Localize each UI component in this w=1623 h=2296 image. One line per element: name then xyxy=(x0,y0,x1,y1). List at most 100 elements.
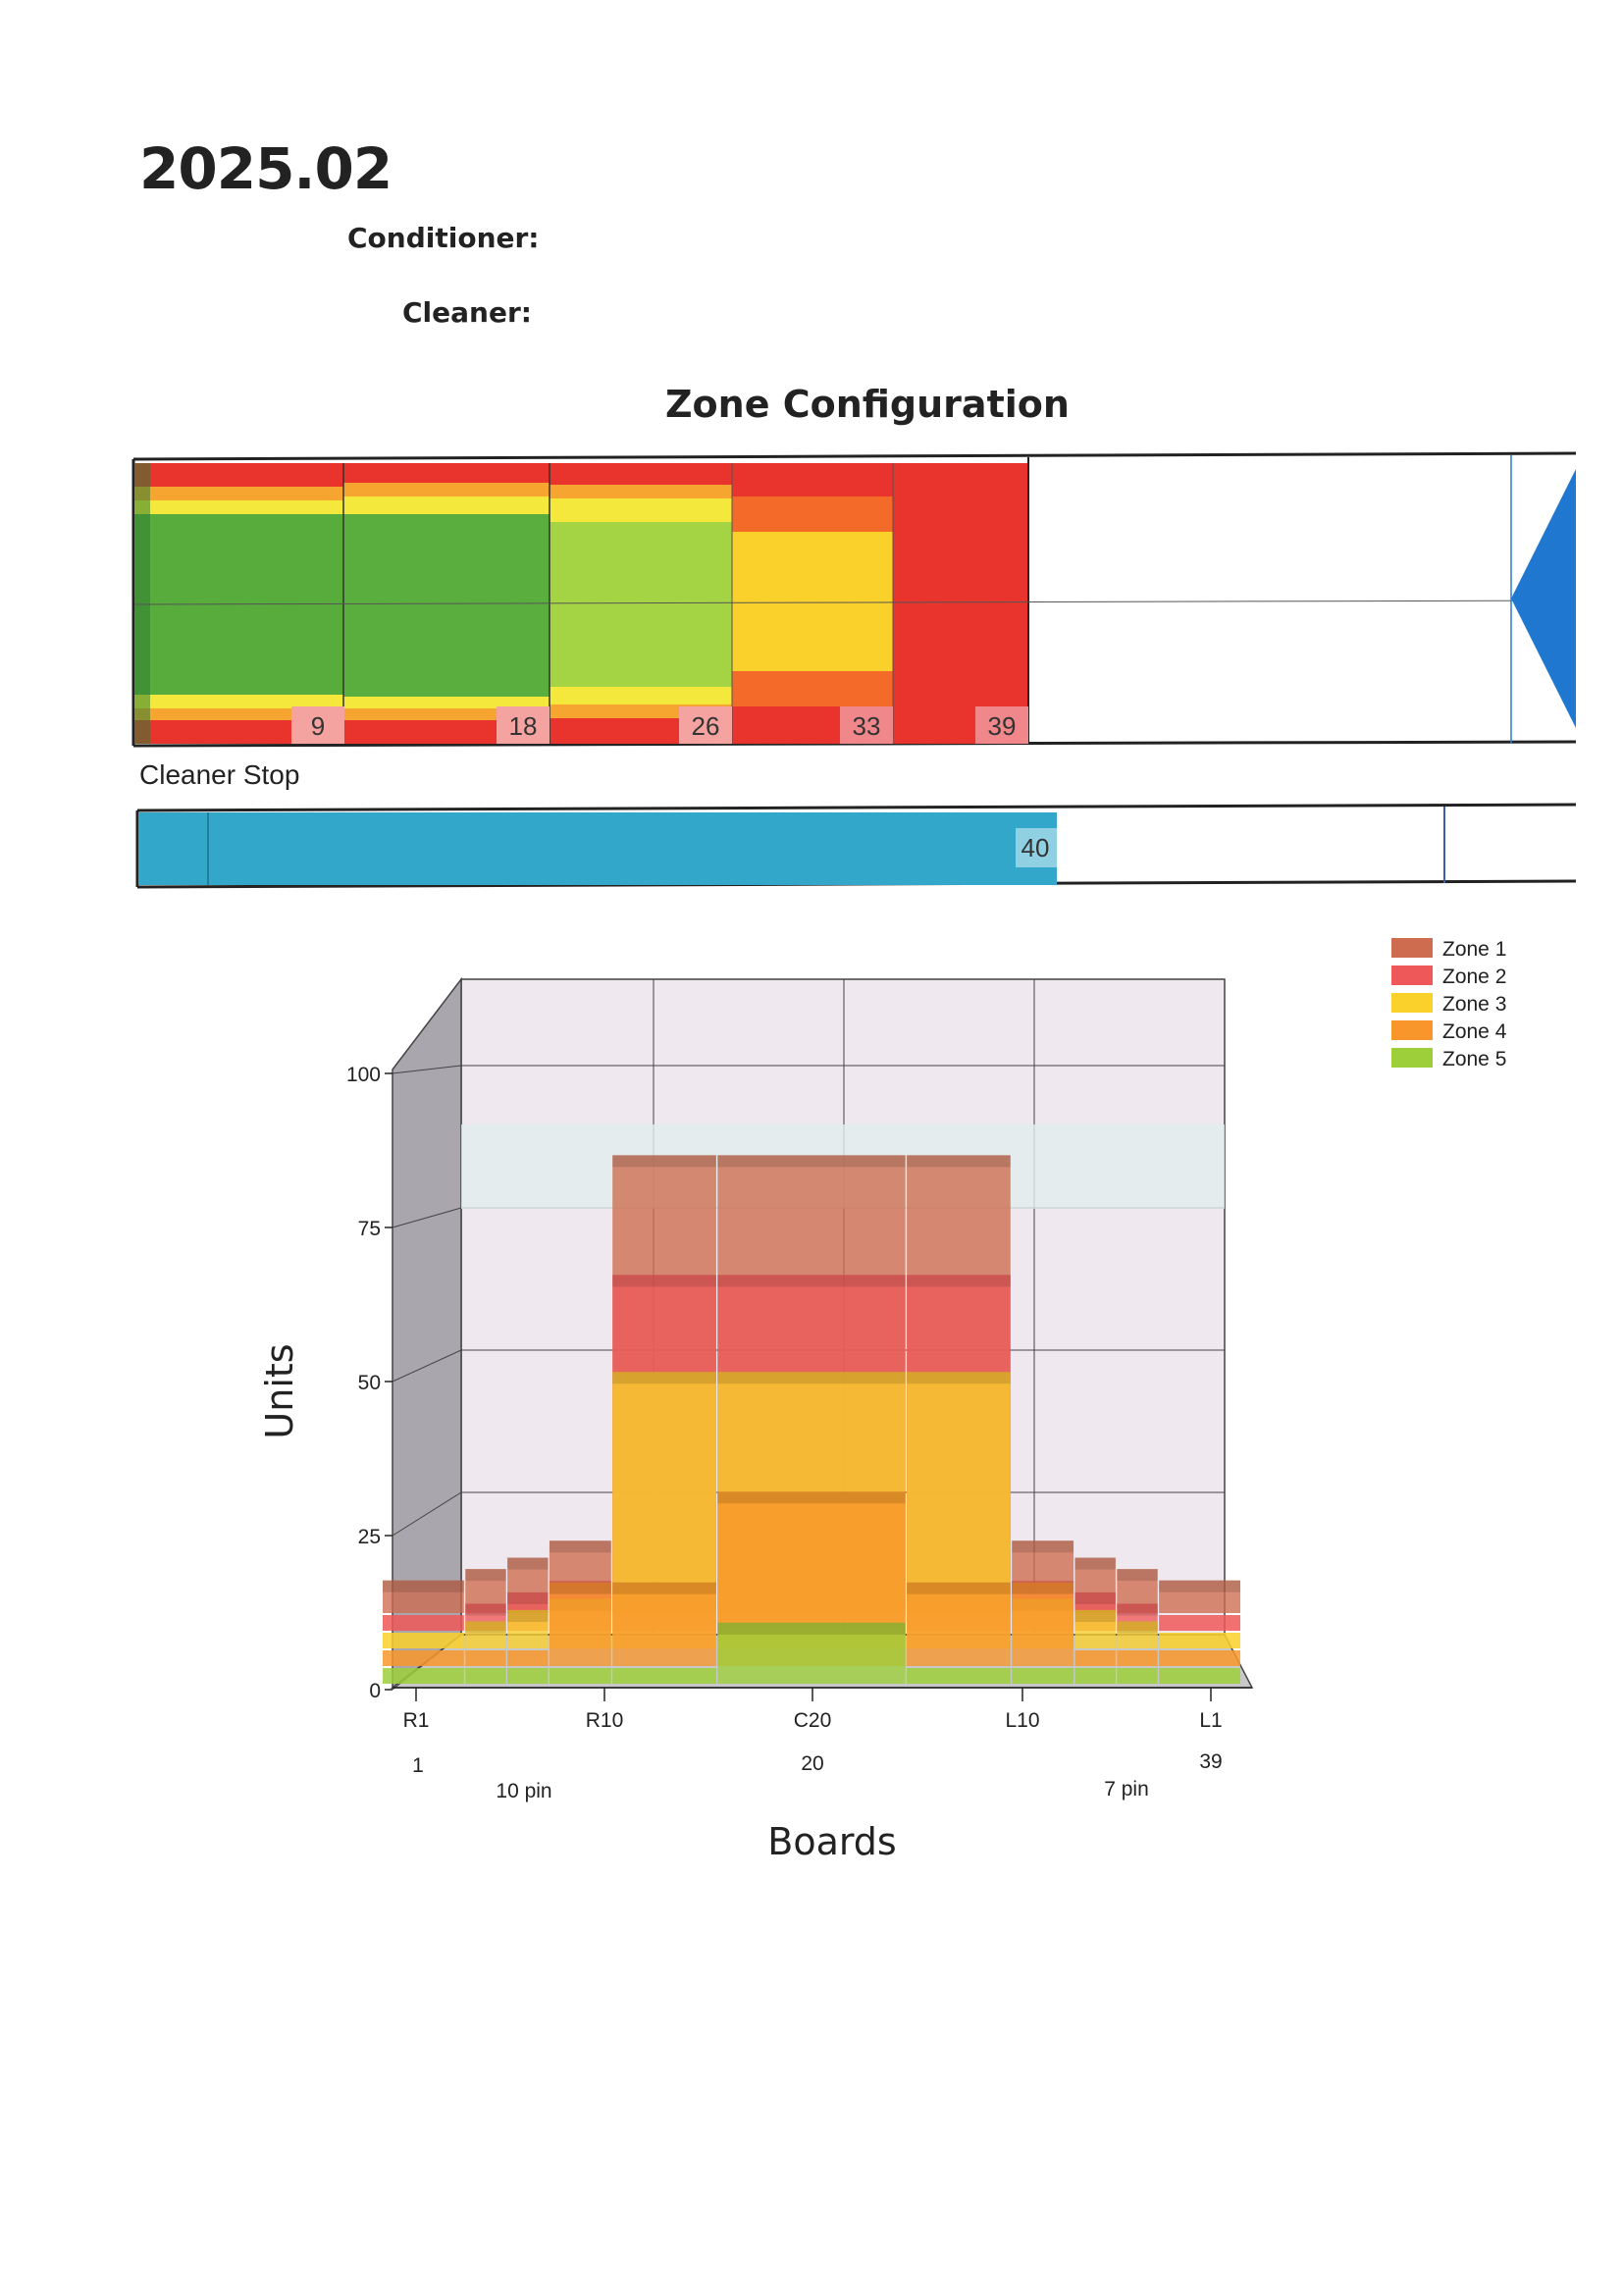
board-marker-text: 18 xyxy=(509,711,538,741)
area-mark xyxy=(907,1668,1011,1684)
area-mark-top xyxy=(612,1372,716,1384)
y-tick-label: 0 xyxy=(369,1680,381,1702)
lane-arrow-icon xyxy=(1511,469,1576,728)
page-title: 2025.02 xyxy=(139,135,393,202)
stop-marker-text: 40 xyxy=(1021,833,1050,862)
zone-configuration-title: Zone Configuration xyxy=(665,383,1070,426)
lane-segment-4 xyxy=(732,463,893,744)
area-mark-top xyxy=(465,1603,506,1616)
cleaner-stop-label: Cleaner Stop xyxy=(139,759,300,790)
area-mark-top xyxy=(507,1557,549,1570)
area-mark xyxy=(465,1621,506,1648)
x-tick-label: C20 xyxy=(794,1709,832,1732)
lane-segment-2 xyxy=(343,463,550,744)
area-mark xyxy=(549,1582,611,1666)
area-mark xyxy=(1012,1668,1074,1684)
area-mark xyxy=(1159,1650,1240,1666)
chart-legend: Zone 1 Zone 2 Zone 3 Zone 4 Zone 5 xyxy=(1391,938,1507,1070)
y-tick-label: 25 xyxy=(358,1526,381,1548)
legend-swatch xyxy=(1391,938,1433,958)
board-marker-text: 33 xyxy=(853,711,881,741)
area-mark-top xyxy=(465,1569,506,1582)
pin-label-7: 7 pin xyxy=(1104,1778,1149,1800)
y-axis-title: Units xyxy=(258,1343,301,1438)
area-mark xyxy=(1117,1621,1158,1648)
lane-top-border xyxy=(132,451,1577,461)
area-mark-top xyxy=(465,1621,506,1634)
area-mark-top xyxy=(717,1155,906,1168)
board-marker-33: 33 xyxy=(840,706,893,744)
area-mark xyxy=(1074,1609,1116,1648)
area-mark xyxy=(1159,1633,1240,1648)
board-marker-18: 18 xyxy=(497,706,550,744)
area-mark-top xyxy=(612,1275,716,1287)
area-mark xyxy=(383,1580,464,1613)
area-mark-top xyxy=(1117,1569,1158,1582)
legend-swatch xyxy=(1391,993,1433,1013)
area-mark-top xyxy=(1117,1621,1158,1634)
board-marker-26: 26 xyxy=(679,706,732,744)
area-mark xyxy=(1074,1668,1116,1684)
area-mark-top xyxy=(549,1582,611,1594)
grid-line xyxy=(392,1491,462,1537)
area-mark-top xyxy=(1074,1609,1116,1622)
area-mark-top xyxy=(717,1372,906,1384)
lane-center-line xyxy=(133,600,1577,605)
y-tick-label: 75 xyxy=(358,1218,381,1240)
legend-label: Zone 5 xyxy=(1442,1048,1506,1070)
x-board-number: 1 xyxy=(412,1754,424,1777)
area-mark xyxy=(1074,1650,1116,1666)
grid-line xyxy=(392,1065,462,1074)
area-mark xyxy=(1159,1668,1240,1684)
area-mark xyxy=(465,1668,506,1684)
board-marker-39: 39 xyxy=(975,706,1028,744)
area-mark xyxy=(1117,1668,1158,1684)
board-marker-text: 39 xyxy=(988,711,1017,741)
stop-bar-top-border xyxy=(136,803,1577,812)
area-mark-top xyxy=(717,1622,906,1635)
area-mark-top xyxy=(507,1592,549,1604)
x-axis-title: Boards xyxy=(767,1820,896,1863)
y-tick-label: 100 xyxy=(346,1064,381,1086)
conditioner-label: Conditioner: xyxy=(347,222,540,254)
legend-label: Zone 1 xyxy=(1442,938,1506,961)
area-mark xyxy=(383,1633,464,1648)
y-tick-label: 50 xyxy=(358,1372,381,1394)
area-mark-top xyxy=(1074,1557,1116,1570)
series-zone-5 xyxy=(383,1622,1240,1684)
stop-marker-40: 40 xyxy=(1016,828,1057,867)
area-mark-top xyxy=(507,1609,549,1622)
legend-label: Zone 2 xyxy=(1442,965,1506,988)
area-mark-top xyxy=(907,1372,1011,1384)
area-mark xyxy=(383,1615,464,1631)
area-mark-top xyxy=(383,1580,464,1592)
cleaner-stop-fill xyxy=(138,812,1057,885)
x-tick-label: L1 xyxy=(1199,1709,1222,1732)
area-mark xyxy=(383,1668,464,1684)
area-mark xyxy=(507,1609,549,1648)
area-mark-top xyxy=(612,1155,716,1168)
area-mark-top xyxy=(1159,1580,1240,1592)
area-mark-top xyxy=(1012,1540,1074,1553)
area-mark xyxy=(612,1668,716,1684)
area-mark xyxy=(549,1668,611,1684)
x-board-number: 39 xyxy=(1199,1750,1222,1773)
legend-label: Zone 4 xyxy=(1442,1020,1507,1043)
area-mark-top xyxy=(717,1491,906,1504)
area-mark xyxy=(1117,1650,1158,1666)
lane-segment-5 xyxy=(893,463,1028,744)
area-mark-top xyxy=(907,1275,1011,1287)
area-mark-top xyxy=(907,1582,1011,1594)
area-mark xyxy=(383,1650,464,1666)
area-mark xyxy=(507,1668,549,1684)
area-mark-top xyxy=(1074,1592,1116,1604)
area-mark xyxy=(1012,1582,1074,1666)
x-board-number: 20 xyxy=(801,1752,823,1775)
area-mark-top xyxy=(717,1275,906,1287)
board-marker-text: 9 xyxy=(311,711,325,741)
board-marker-text: 26 xyxy=(692,711,720,741)
grid-line xyxy=(392,1207,462,1228)
area-mark-top xyxy=(549,1540,611,1553)
